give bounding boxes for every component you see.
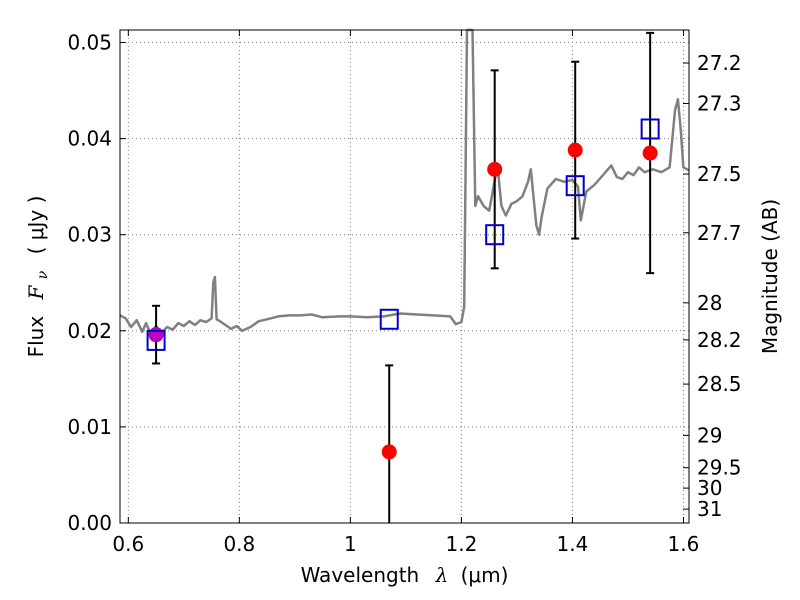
mag-tick-label: 31: [697, 497, 722, 521]
mag-tick-label: 27.7: [697, 221, 742, 245]
y-tick-label: 0.00: [67, 511, 112, 535]
model-spectrum-line: [119, 28, 690, 335]
y-tick-label: 0.03: [67, 223, 112, 247]
observed-flux-point: [487, 161, 503, 177]
y-axis-title: Flux F ν ( μJy ): [24, 196, 52, 358]
y-tick-label: 0.01: [67, 415, 112, 439]
x-tick-label: 0.8: [223, 532, 255, 556]
x-axis-unit: (μm): [461, 563, 509, 587]
x-tick-label: 0.6: [112, 532, 144, 556]
spectrum-layer: [119, 28, 690, 335]
model-band-square: [485, 224, 505, 246]
observed-flux-point: [381, 444, 397, 460]
model-band-square: [640, 118, 660, 140]
mag-tick-label: 28.5: [697, 372, 742, 396]
mag-tick-label: 27.5: [697, 162, 742, 186]
y-axis-symbol-sub: ν: [35, 270, 51, 279]
y-axis-symbol: F: [24, 284, 48, 300]
y-axis-unit: ( μJy ): [24, 196, 48, 255]
y-axis-label: Flux: [24, 316, 48, 358]
model-band-square: [565, 175, 585, 197]
optical-flux-point: [148, 327, 164, 343]
model-band-square: [379, 308, 399, 330]
x-tick-label: 1.2: [445, 532, 477, 556]
observed-flux-point: [642, 145, 658, 161]
x-tick-label: 1.4: [557, 532, 589, 556]
mag-tick-label: 28: [697, 291, 722, 315]
mag-tick-label: 27.3: [697, 92, 742, 116]
x-axis-label: Wavelength: [301, 563, 420, 587]
x-axis-title: Wavelength λ (μm): [301, 563, 509, 587]
grid: [120, 30, 689, 524]
mag-tick-label: 28.2: [697, 328, 742, 352]
plot-frame: [119, 29, 690, 524]
mag-tick-label: 30: [697, 476, 722, 500]
y-tick-label: 0.04: [67, 127, 112, 151]
mag-tick-label: 29: [697, 423, 722, 447]
y-tick-label: 0.05: [67, 30, 112, 54]
ticks-layer: 0.6 0.8 1 1.2 1.4 1.6 0.00 0.01 0.02 0.03 0.04 0.05…: [67, 30, 742, 556]
mag-tick-label: 27.2: [697, 51, 742, 75]
errorbar-layer: [152, 31, 655, 523]
x-axis-symbol: λ: [435, 563, 449, 587]
x-tick-label: 1.6: [668, 532, 700, 556]
model-band-square: [146, 329, 166, 351]
points-layer: [146, 118, 660, 460]
y-right-axis-title: Magnitude (AB): [758, 199, 782, 354]
observed-flux-point: [567, 142, 583, 158]
x-tick-label: 1: [344, 532, 357, 556]
y-tick-label: 0.02: [67, 319, 112, 343]
mag-tick-label: 29.5: [697, 456, 742, 480]
